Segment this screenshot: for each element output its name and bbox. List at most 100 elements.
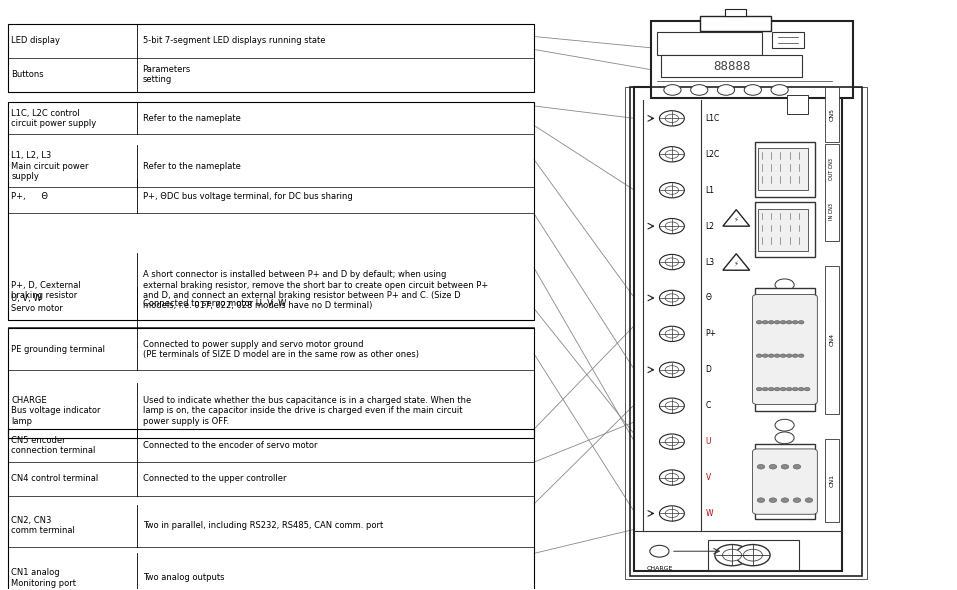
Text: L1C: L1C	[705, 114, 720, 123]
Bar	[755, 142, 815, 196]
Text: P+, D, Cexternal
braking resistor: P+, D, Cexternal braking resistor	[11, 280, 81, 300]
Bar	[759, 209, 808, 251]
Text: CN4 control terminal: CN4 control terminal	[11, 474, 99, 483]
Circle shape	[665, 258, 679, 266]
Circle shape	[723, 549, 742, 561]
Circle shape	[769, 498, 777, 503]
Text: IN CN3: IN CN3	[830, 204, 835, 221]
Text: CN4: CN4	[830, 333, 835, 346]
Circle shape	[780, 354, 786, 358]
Circle shape	[659, 398, 684, 414]
Circle shape	[768, 354, 774, 358]
Circle shape	[665, 330, 679, 338]
Text: Buttons: Buttons	[11, 70, 44, 79]
Text: Two in parallel, including RS232, RS485, CAN comm. port: Two in parallel, including RS232, RS485,…	[143, 521, 383, 530]
Text: 5-bit 7-segment LED displays running state: 5-bit 7-segment LED displays running sta…	[143, 36, 325, 45]
Text: L2: L2	[705, 222, 715, 231]
Text: PE grounding terminal: PE grounding terminal	[11, 345, 105, 354]
Text: Connected to the upper controller: Connected to the upper controller	[143, 474, 286, 483]
Text: L3: L3	[705, 258, 715, 267]
Text: Used to indicate whether the bus capacitance is in a charged state. When the
lam: Used to indicate whether the bus capacit…	[143, 396, 471, 425]
Circle shape	[771, 84, 789, 95]
Text: L2C: L2C	[705, 150, 720, 159]
Circle shape	[792, 320, 798, 324]
Text: D: D	[705, 365, 712, 374]
Text: Connected to the encoder of servo motor: Connected to the encoder of servo motor	[143, 441, 317, 450]
Text: OUT CN3: OUT CN3	[830, 158, 835, 179]
Text: CN2, CN3
comm terminal: CN2, CN3 comm terminal	[11, 516, 76, 535]
Circle shape	[659, 111, 684, 126]
Bar	[825, 145, 839, 241]
Bar	[825, 266, 839, 414]
Circle shape	[659, 470, 684, 485]
Bar	[8, 103, 534, 320]
Circle shape	[792, 354, 798, 358]
Circle shape	[665, 402, 679, 410]
Circle shape	[793, 498, 801, 503]
Circle shape	[768, 320, 774, 324]
Text: LED display: LED display	[11, 36, 60, 45]
Circle shape	[715, 545, 749, 566]
Circle shape	[781, 498, 789, 503]
Text: CN5: CN5	[830, 108, 835, 121]
Text: ⚡: ⚡	[734, 261, 739, 267]
Circle shape	[781, 464, 789, 469]
Circle shape	[665, 114, 679, 123]
Circle shape	[787, 320, 792, 324]
Text: V: V	[705, 473, 711, 482]
Bar	[8, 24, 534, 92]
Circle shape	[775, 279, 794, 291]
Circle shape	[659, 506, 684, 521]
Circle shape	[756, 388, 762, 391]
Circle shape	[763, 388, 768, 391]
Text: Parameters
setting: Parameters setting	[143, 65, 190, 84]
Text: CHARGE
Bus voltage indicator
lamp: CHARGE Bus voltage indicator lamp	[11, 396, 101, 425]
Circle shape	[659, 362, 684, 378]
Bar	[651, 21, 853, 98]
Text: P+,      Θ: P+, Θ	[11, 192, 49, 201]
Text: U: U	[705, 437, 711, 446]
Circle shape	[792, 388, 798, 391]
Text: Two analog outputs: Two analog outputs	[143, 573, 224, 582]
Polygon shape	[723, 209, 749, 226]
Circle shape	[736, 545, 770, 566]
Bar	[701, 16, 771, 31]
Polygon shape	[723, 254, 749, 270]
Circle shape	[804, 388, 810, 391]
Text: W: W	[705, 509, 713, 518]
Circle shape	[659, 290, 684, 306]
Circle shape	[798, 388, 804, 391]
Bar	[825, 439, 839, 522]
Circle shape	[756, 320, 762, 324]
Text: C: C	[705, 401, 711, 410]
Text: Refer to the nameplate: Refer to the nameplate	[143, 114, 240, 123]
Bar	[725, 9, 746, 16]
Circle shape	[774, 388, 780, 391]
Bar	[708, 540, 799, 570]
Bar	[787, 95, 808, 114]
Circle shape	[774, 354, 780, 358]
Circle shape	[718, 84, 735, 95]
Bar	[772, 32, 804, 48]
Circle shape	[665, 473, 679, 481]
Circle shape	[745, 84, 762, 95]
Text: A short connector is installed between P+ and D by default; when using
external : A short connector is installed between P…	[143, 270, 488, 310]
Circle shape	[665, 294, 679, 302]
Circle shape	[769, 464, 777, 469]
Circle shape	[787, 354, 792, 358]
Text: P+: P+	[705, 329, 717, 339]
Circle shape	[659, 326, 684, 342]
Text: Refer to the nameplate: Refer to the nameplate	[143, 162, 240, 171]
Text: ⚡: ⚡	[734, 217, 739, 222]
Bar	[8, 329, 534, 438]
Text: L1: L1	[705, 186, 715, 195]
Circle shape	[659, 218, 684, 234]
Text: L1C, L2C control
circuit power supply: L1C, L2C control circuit power supply	[11, 109, 97, 128]
Bar	[625, 87, 867, 579]
Circle shape	[775, 419, 794, 431]
Circle shape	[787, 388, 792, 391]
Circle shape	[768, 388, 774, 391]
Circle shape	[780, 388, 786, 391]
Circle shape	[659, 434, 684, 449]
Circle shape	[763, 354, 768, 358]
